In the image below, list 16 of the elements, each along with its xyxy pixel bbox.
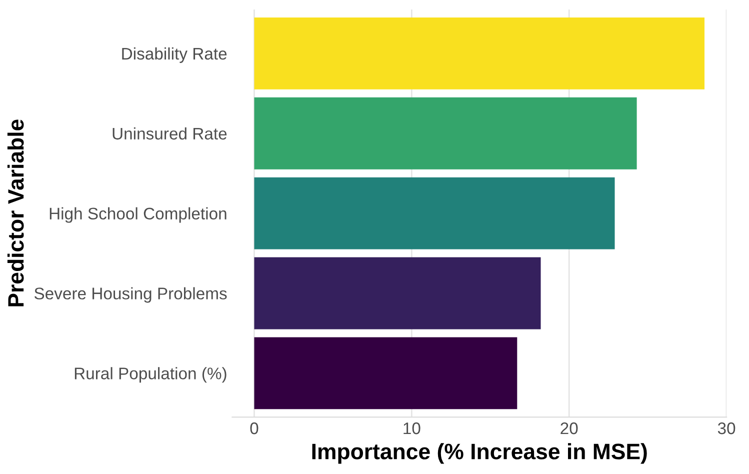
bar <box>254 97 637 170</box>
bar <box>254 177 615 250</box>
y-tick-label: Uninsured Rate <box>112 127 227 140</box>
y-tick-label: Disability Rate <box>122 47 227 63</box>
x-tick-label: 20 <box>560 422 578 434</box>
y-axis-title: Predictor Variable <box>7 120 24 306</box>
y-tick-label: High School Completion <box>50 207 226 223</box>
x-axis-title: Importance (% Increase in MSE) <box>312 443 647 464</box>
x-tick-label: 10 <box>404 422 420 434</box>
x-tick-label: 30 <box>718 422 736 434</box>
bar <box>254 337 518 410</box>
bar <box>254 17 704 90</box>
y-tick-label: Rural Population (%) <box>74 367 226 383</box>
y-tick-label: Severe Housing Problems <box>34 287 227 303</box>
x-tick-label: 0 <box>250 422 258 434</box>
bar <box>254 257 541 330</box>
